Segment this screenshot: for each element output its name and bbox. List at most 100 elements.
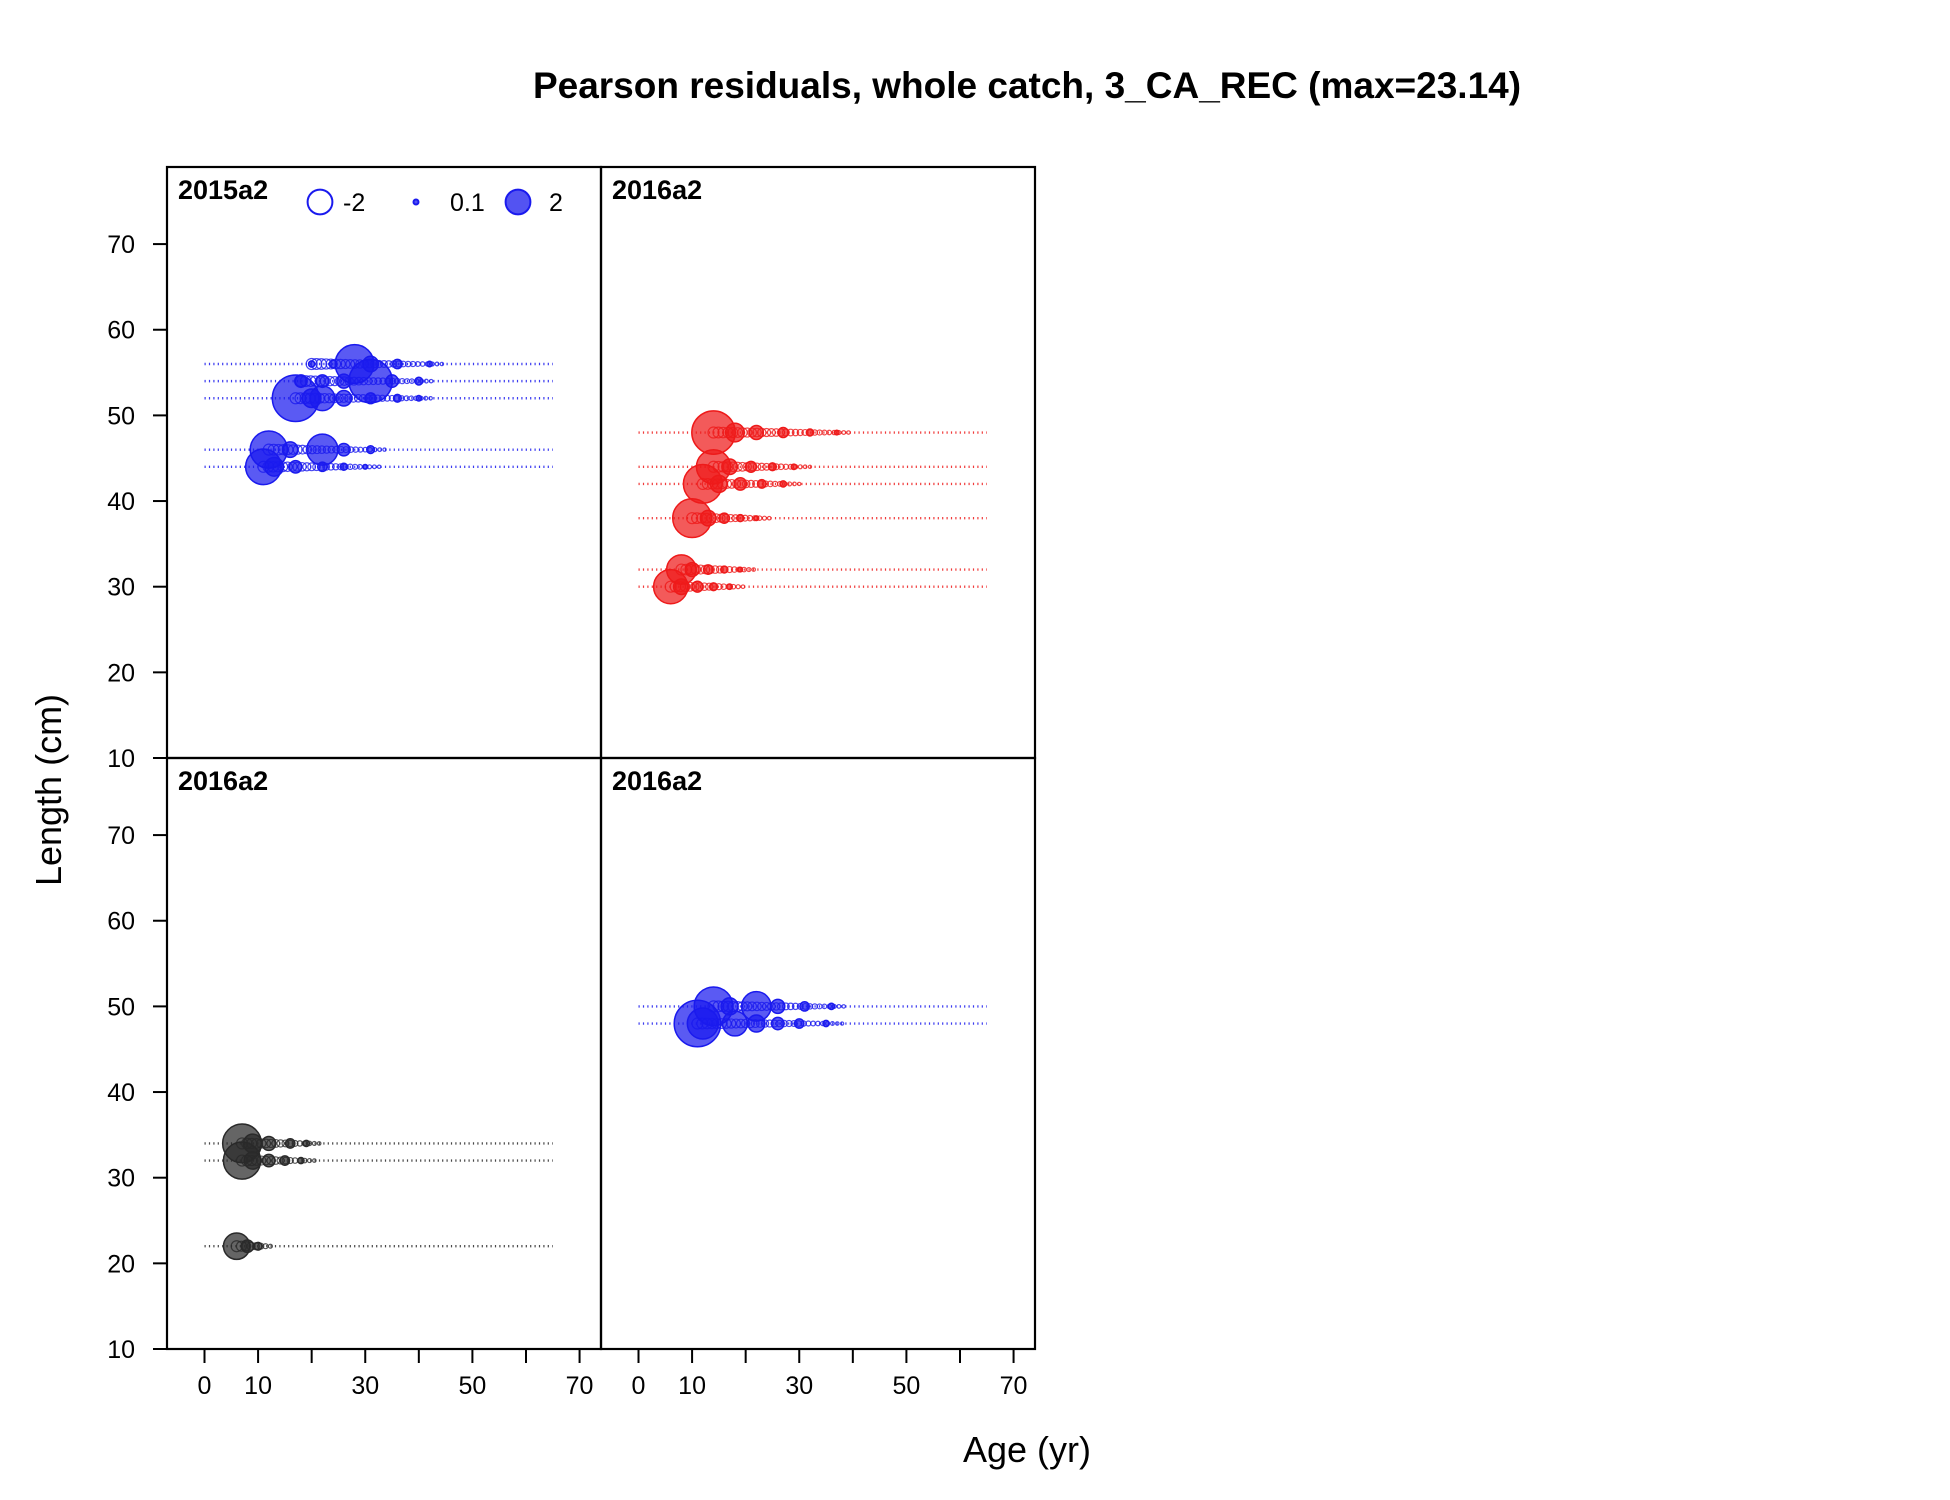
residual-tail-point [751,567,757,572]
y-tick-label: 30 [107,574,135,602]
residual-point [362,463,369,470]
residual-tail-point [802,464,808,470]
residual-tail-point [423,395,429,401]
y-tick-label: 20 [107,1250,135,1278]
residual-tail-point [376,464,382,470]
residual-point [385,374,399,389]
x-axis-label: Age (yr) [963,1429,1091,1470]
residual-point [365,445,376,455]
residual-tail-point [791,1002,800,1011]
residual-point [240,1239,255,1254]
residual-tail-point [434,361,440,367]
chart-title: Pearson residuals, whole catch, 3_CA_REC… [533,65,1521,106]
legend-marker [504,188,532,216]
residual-point [302,1139,311,1148]
residual-point [720,997,739,1016]
y-tick-label: 60 [107,908,135,936]
residual-point [793,1018,805,1029]
residual-tail-point [735,584,741,590]
residual-point [767,462,778,472]
residual-point [699,509,717,527]
x-tick-label: 70 [566,1372,594,1400]
residual-point [281,441,299,459]
residual-point [779,480,788,488]
legend-label: -2 [343,189,365,217]
panels: 2015a2 2016a2 2016a2 2016a2 [165,165,1037,1351]
residual-tail-point [757,462,766,471]
residual-row [638,554,987,586]
y-tick-label: 40 [107,1079,135,1107]
residual-tail-point [316,1141,322,1146]
panel-4: 2016a2 [599,756,1037,1351]
residual-point [306,433,339,466]
residual-point [719,565,729,574]
x-axis-1: 0 10 30 50 70 [198,1349,594,1400]
x-tick-label: 30 [785,1372,813,1400]
y-tick-label: 60 [107,317,135,345]
residual-tail-point [796,428,804,437]
residual-point [294,374,308,389]
y-tick-label: 10 [107,745,135,773]
residual-point [736,513,745,523]
y-tick-label: 40 [107,488,135,516]
residual-point [261,1135,277,1152]
residual-point [702,564,714,575]
residual-row [204,343,553,385]
y-tick-label: 20 [107,659,135,687]
x-tick-label: 70 [1000,1372,1028,1400]
residual-point [392,393,403,403]
residual-tail-point [276,1139,285,1148]
residual-point [297,1156,305,1165]
panel-3: 2016a2 [165,756,603,1351]
residual-tail-point [834,1021,840,1026]
residual-point [721,458,739,476]
residual-tail-point [403,395,410,402]
residual-tail-point [267,1243,273,1249]
residual-tail-point [302,462,312,472]
residual-tail-point [311,1140,317,1147]
residual-row [638,498,987,539]
legend-entry: 0.1 [412,189,485,217]
residual-point [733,476,748,491]
residual-point [309,385,336,412]
residual-tail-point [766,428,776,438]
residual-point [339,462,349,472]
residual-tail-point [807,464,813,469]
residual-tail-point [439,361,445,367]
panel-1: 2015a2 [165,165,603,760]
panel-label: 2016a2 [612,175,702,205]
x-tick-label: 30 [351,1372,379,1400]
residual-point [748,424,765,441]
residual-point [426,360,434,368]
residual-point [253,1241,263,1251]
residual-tail-point [740,584,746,590]
residual-point [827,1002,836,1011]
residual-tail-point [377,447,383,453]
residual-point [790,463,798,471]
residual-tail-point [761,515,768,521]
residual-row [204,1232,553,1261]
legend: -2 0.1 2 [306,188,563,217]
y-tick-label: 10 [107,1336,135,1364]
residual-tail-point [839,1021,845,1026]
y-axis-label: Length (cm) [28,694,69,886]
residual-point [805,428,815,437]
residual-tail-point [371,464,377,470]
residual-point [288,459,303,474]
x-tick-label: 50 [459,1372,487,1400]
panel-label: 2016a2 [178,766,268,796]
residual-point [315,374,330,389]
y-tick-label: 70 [107,231,135,259]
residual-point [740,990,772,1022]
residual-tail-point [826,429,833,436]
residual-row [204,430,553,470]
residual-point [391,358,403,370]
legend-marker [306,188,334,216]
x-tick-label: 10 [678,1372,706,1400]
residual-point [335,389,353,407]
residual-point [684,561,700,578]
residual-tail-point [312,1158,317,1163]
residual-row [638,986,987,1027]
residual-point [691,580,704,593]
